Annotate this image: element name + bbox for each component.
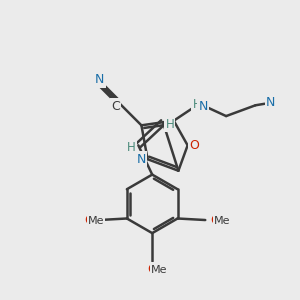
Text: N: N	[137, 153, 146, 166]
Text: N: N	[266, 97, 275, 110]
Text: C: C	[111, 100, 120, 112]
Text: Me: Me	[214, 216, 230, 226]
Text: H: H	[193, 98, 201, 111]
Text: Me: Me	[88, 216, 104, 226]
Text: H: H	[166, 118, 174, 131]
Text: N: N	[198, 100, 208, 112]
Text: Me: Me	[151, 265, 167, 275]
Text: N: N	[95, 74, 104, 86]
Text: H: H	[127, 141, 136, 154]
Text: O: O	[189, 139, 199, 152]
Text: O: O	[210, 214, 220, 226]
Text: O: O	[147, 263, 157, 276]
Text: O: O	[84, 214, 94, 226]
